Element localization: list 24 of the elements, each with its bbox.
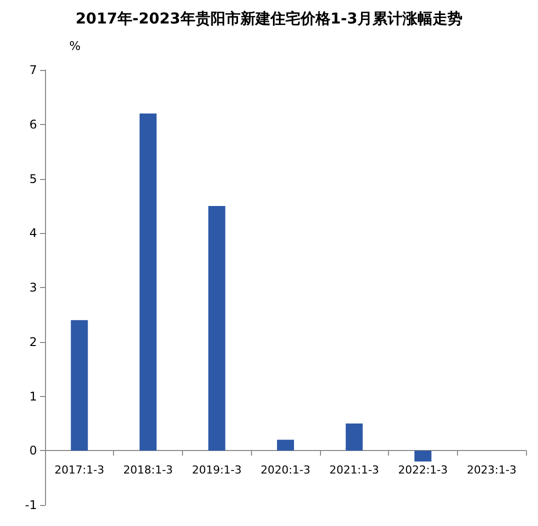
x-tick-label: 2017:1-3 [54, 464, 104, 477]
bar [277, 440, 294, 451]
x-tick-label: 2021:1-3 [329, 464, 380, 477]
x-tick-label: 2019:1-3 [192, 464, 242, 477]
y-tick-label: 2 [29, 334, 37, 349]
y-tick-label: 5 [29, 172, 37, 186]
x-tick-label: 2020:1-3 [260, 464, 310, 477]
y-axis-title: % [69, 39, 81, 53]
chart-title: 2017年-2023年贵阳市新建住宅价格1-3月累计涨幅走势 [76, 10, 462, 28]
y-tick-label: 7 [29, 63, 37, 77]
bar [414, 450, 432, 462]
y-tick-label: 6 [29, 117, 37, 132]
x-tick-label: 2018:1-3 [123, 464, 173, 477]
bar [70, 320, 88, 451]
x-tick-label: 2023:1-3 [466, 464, 516, 477]
y-tick-label: -1 [25, 498, 37, 512]
y-tick-label: 4 [29, 226, 37, 240]
x-tick-label: 2022:1-3 [398, 464, 448, 477]
y-tick-label: 0 [29, 444, 37, 458]
y-tick-label: 1 [29, 389, 37, 404]
y-tick-label: 3 [29, 280, 37, 294]
bar [208, 206, 226, 451]
bar [346, 423, 363, 451]
bar [140, 114, 157, 451]
